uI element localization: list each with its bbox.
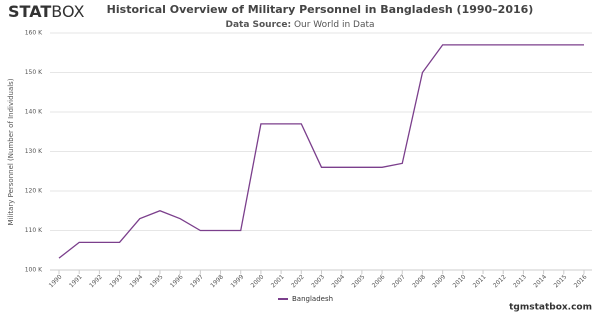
x-tick-label: 2004	[330, 273, 346, 289]
y-tick-label: 110 K	[25, 227, 43, 234]
x-tick-label: 2005	[351, 273, 367, 289]
x-tick-label: 1990	[48, 273, 64, 289]
brand-light: BOX	[51, 2, 84, 21]
x-tick-label: 1999	[229, 273, 245, 289]
y-tick-label: 130 K	[25, 148, 43, 155]
x-tick-label: 1996	[169, 273, 185, 289]
source: Our World in Data	[294, 20, 375, 30]
x-tick-label: 2012	[492, 273, 508, 289]
brand: STATBOX	[8, 2, 85, 21]
source-label: Data Source:	[225, 20, 291, 30]
x-tick-label: 2002	[290, 273, 306, 289]
x-tick-label: 2003	[310, 273, 326, 289]
x-tick-label: 2016	[573, 273, 589, 289]
x-tick-label: 1994	[128, 273, 144, 289]
x-tick-label: 2000	[250, 273, 266, 289]
x-tick-label: 2001	[270, 273, 286, 289]
x-tick-label: 1997	[189, 273, 205, 289]
x-tick-label: 2007	[391, 273, 407, 289]
x-tick-label: 1993	[108, 273, 124, 289]
x-tick-label: 2014	[532, 273, 548, 289]
y-tick-label: 140 K	[25, 109, 43, 116]
x-tick-label: 2011	[472, 273, 488, 289]
line	[58, 44, 584, 259]
x-tick-label: 2010	[452, 273, 468, 289]
x-tick-label: 1991	[68, 273, 84, 289]
subtitle: Data Source: Our World in Data	[225, 20, 374, 30]
y-tick-label: 100 K	[25, 267, 43, 274]
brand-bold: STAT	[8, 2, 51, 21]
y-axis-label: Military Personnel (Number of Individual…	[7, 78, 15, 225]
x-tick-label: 2013	[512, 273, 528, 289]
y-tick-label: 160 K	[25, 30, 43, 37]
y-tick-label: 120 K	[25, 188, 43, 195]
legend-label: Bangladesh	[292, 295, 333, 303]
x-tick-label: 2009	[431, 273, 447, 289]
x-tick-label: 2008	[411, 273, 427, 289]
y-tick-label: 150 K	[25, 69, 43, 76]
x-tick-label: 2006	[371, 273, 387, 289]
x-tick-label: 1998	[209, 273, 225, 289]
footer: tgmstatbox.com	[509, 303, 592, 313]
chart-title: Historical Overview of Military Personne…	[107, 3, 534, 16]
x-tick-label: 1995	[149, 273, 165, 289]
x-tick-label: 1992	[88, 273, 104, 289]
x-tick-label: 2015	[553, 273, 569, 289]
